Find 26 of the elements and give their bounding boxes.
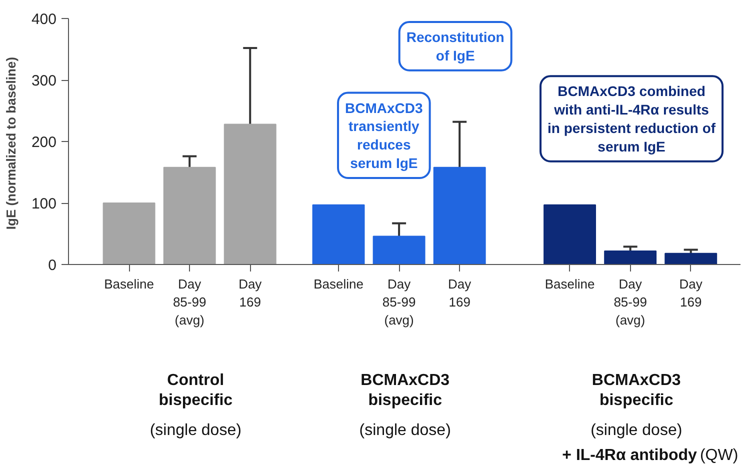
y-tick-label: 0 [48,257,56,274]
x-tick-label: Day 169 [679,276,703,310]
y-axis-title: IgE (normalized to baseline) [3,56,18,230]
x-tick-label: Day 169 [238,276,262,310]
x-tick-label: Day 169 [448,276,472,310]
x-tick-label: Day 85-99 (avg) [172,276,206,328]
text: BCMAxCD3 bispecific [360,372,450,410]
y-tick-label: 100 [31,196,57,212]
y-tick-label: 400 [31,11,57,28]
annotation: BCMAxCD3 combined with anti-IL-4Rα results in persistent reduction of serum IgE [548,83,716,154]
x-tick-label: Day 85-99 (avg) [614,276,647,328]
text: (QW) [700,447,738,464]
annotation: BCMAxCD3 transiently reduces serum IgE [345,100,424,171]
x-tick-label: Baseline [314,276,364,292]
text: (single dose) [150,422,242,439]
text: + IL-4Rα antibody [562,447,698,464]
x-tick-label: Day 85-99 (avg) [382,276,416,328]
text: BCMAxCD3 bispecific [592,372,681,410]
x-tick-label: Baseline [544,276,595,292]
y-tick-label: 300 [31,72,57,90]
text: Control bispecific [158,372,233,410]
text: (single dose) [590,422,682,439]
x-tick-label: Baseline [104,276,154,292]
annotation: Reconstitution of IgE [406,28,504,64]
text: (single dose) [359,422,451,439]
y-tick-label: 200 [31,134,57,151]
